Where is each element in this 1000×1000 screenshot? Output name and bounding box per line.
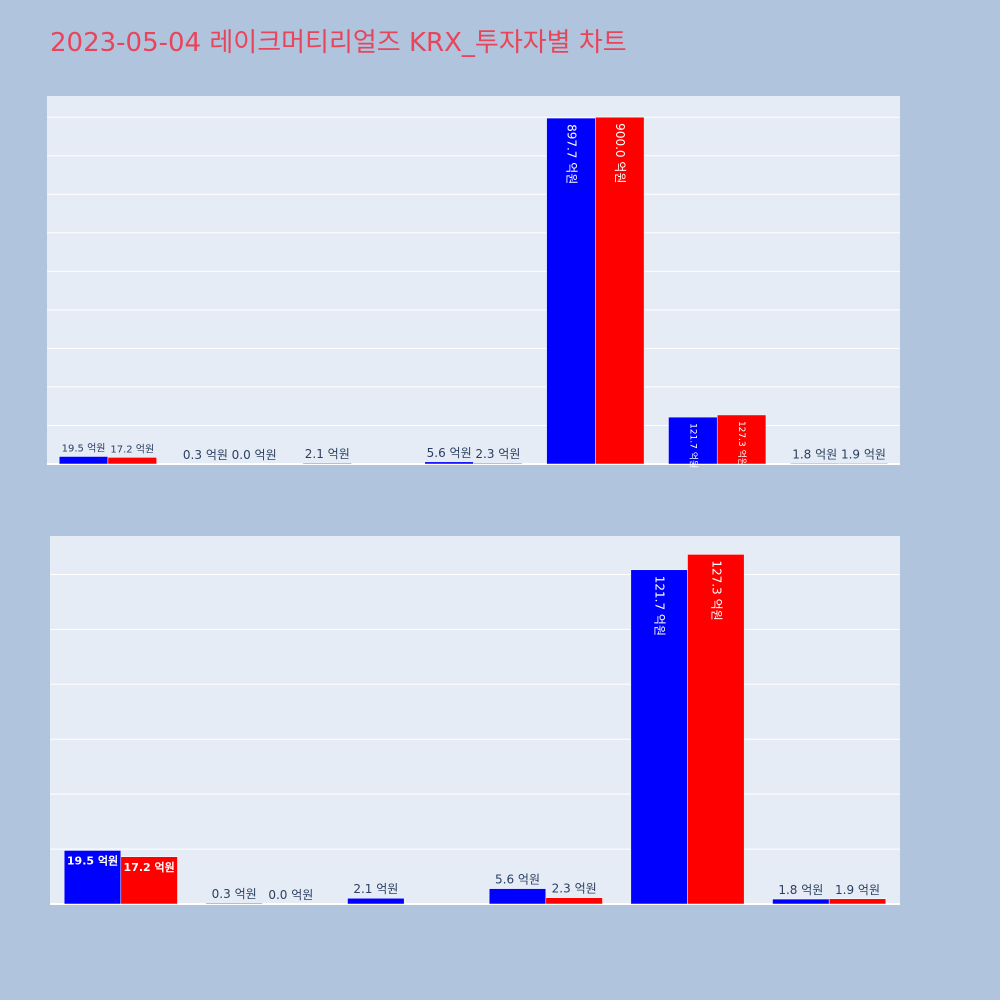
investor-chart-excl-individual: 19.5 억원 17.2 억원 0.3 억원 0.0 억원 2.1 억원 5.6 억원 2.… [50,536,900,905]
bar [473,462,523,465]
bar [120,856,178,905]
bar-value-label: 0.0 억원 [232,448,277,462]
bar [630,569,688,905]
bar-value-label: 5.6 억원 [427,446,472,460]
page-title: 2023-05-04 레이크머티리얼즈 KRX_투자자별 차트 [50,28,627,58]
bar [790,463,840,465]
bar-value-label: 17.2 억원 [110,443,154,455]
bar-value-label: 2.3 억원 [552,882,597,896]
plot-area [50,536,900,904]
bar-value-label: 1.8 억원 [792,447,837,461]
bar [107,457,157,465]
bar-value-label: 5.6 억원 [495,873,540,887]
bar-value-label: 900.0 억원 [613,123,627,183]
bar [424,461,474,465]
bar-value-label: 121.7 억원 [653,576,667,636]
bar [545,897,603,905]
plot-area [47,96,900,464]
bar-value-label: 1.8 억원 [778,883,823,897]
bar-value-label: 0.3 억원 [212,887,257,901]
bar-value-label: 0.0 억원 [268,888,313,902]
bar-value-label: 2.1 억원 [353,882,398,896]
bar [58,456,109,465]
bar [546,117,596,465]
bar-value-label: 0.3 억원 [183,448,228,462]
bar [63,850,122,905]
bar-value-label: 127.3 억원 [709,560,723,620]
bar [668,416,718,465]
bar-value-label: 19.5 억원 [62,442,106,454]
bar [687,554,745,905]
bar [205,902,263,905]
bar [716,414,767,465]
bar-value-label: 2.1 억원 [305,447,350,461]
bar-value-label: 127.3 억원 [736,421,748,466]
bar [488,888,547,905]
investor-chart-all: 19.5 억원 17.2 억원 0.3 억원 0.0 억원 2.1 억원 5.6 억원 2.… [47,96,900,468]
bar [595,116,645,465]
bar-value-label: 1.9 억원 [835,883,880,897]
bar-value-label: 1.9 억원 [841,447,886,461]
bar [347,897,405,905]
bar-value-label: 2.3 억원 [475,447,520,461]
bar [828,898,887,905]
bar [838,463,889,465]
bar-value-label: 121.7 억원 [687,423,699,468]
bar [302,462,352,465]
bar-value-label: 17.2 억원 [124,860,175,874]
bar [772,898,830,905]
bar-value-label: 19.5 억원 [67,853,118,867]
bar-value-label: 897.7 억원 [564,124,578,184]
